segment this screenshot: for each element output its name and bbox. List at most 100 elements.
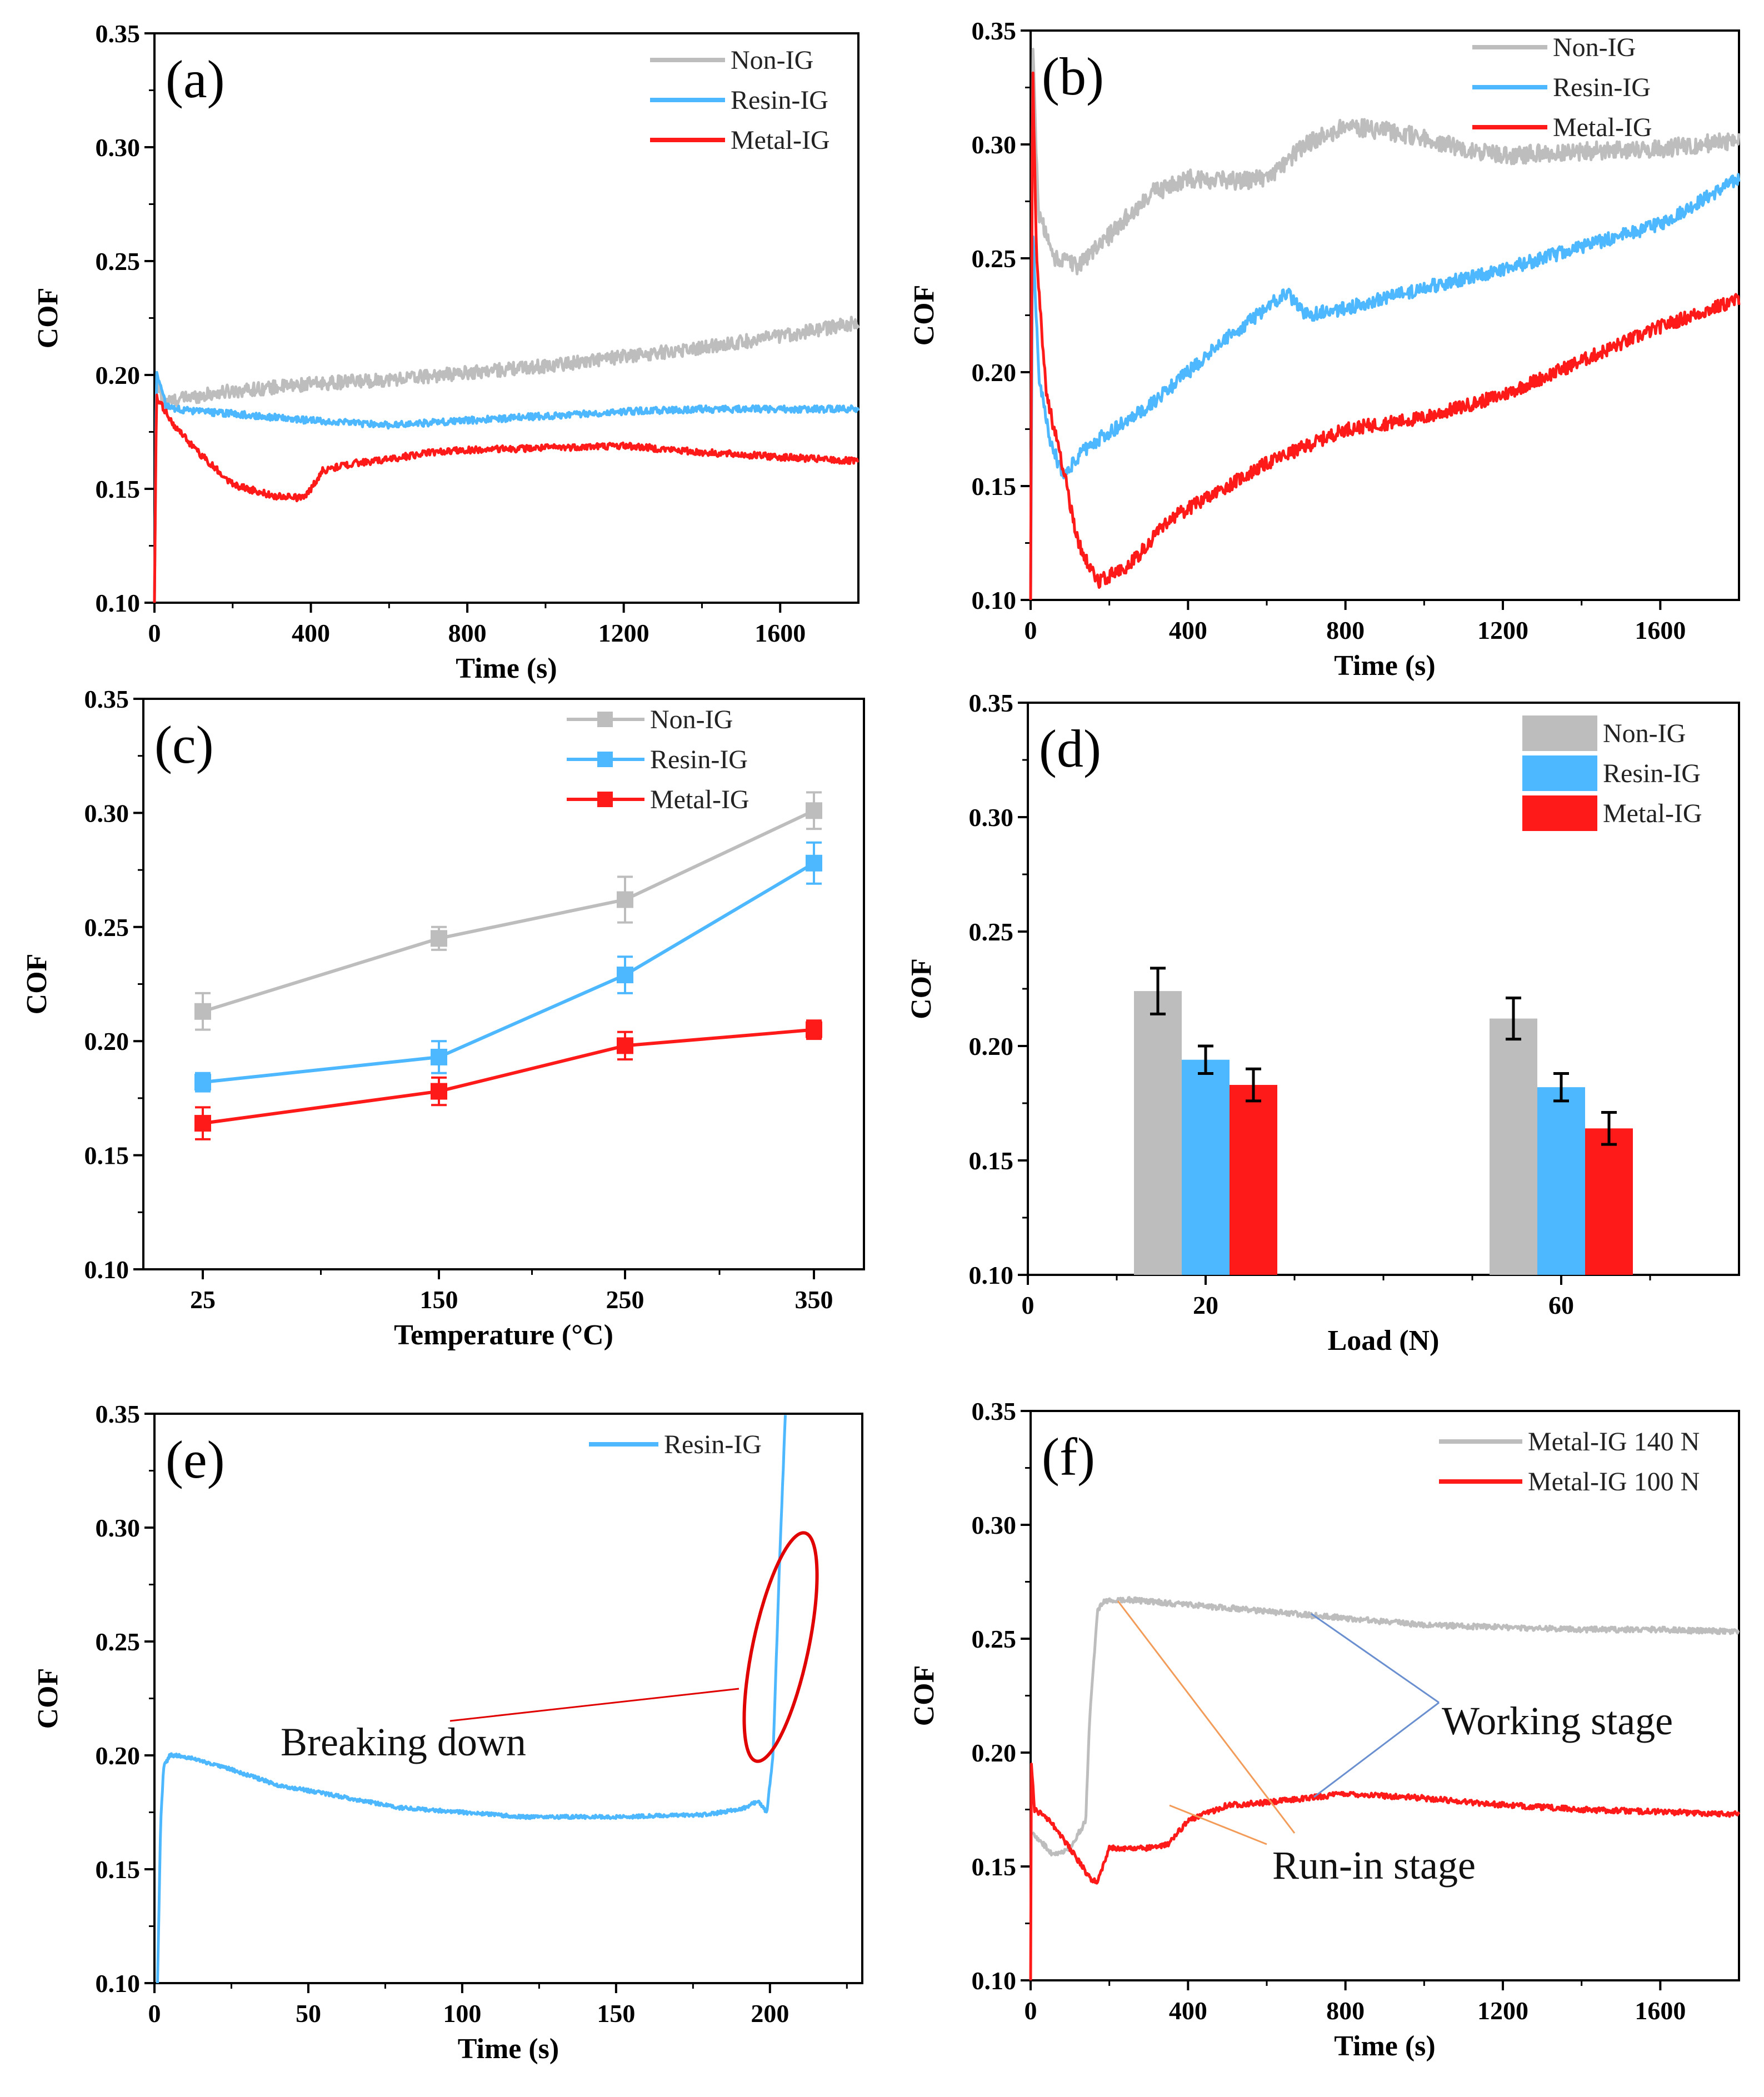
x-tick-label: 400 bbox=[292, 619, 330, 647]
series-line-non-ig bbox=[202, 809, 815, 1013]
breakdown-ellipse bbox=[742, 1531, 819, 1763]
x-tick-label: 250 bbox=[606, 1285, 644, 1314]
series-line-resin-ig bbox=[153, 371, 860, 603]
y-tick-label: 0.35 bbox=[84, 685, 129, 713]
series-line-resin-ig bbox=[202, 862, 815, 1084]
legend-marker bbox=[597, 792, 613, 807]
y-tick-label: 0.10 bbox=[96, 589, 141, 617]
series-line-non-ig bbox=[1029, 48, 1741, 600]
legend-label: Non-IG bbox=[1553, 33, 1636, 62]
x-tick-label: 1200 bbox=[598, 619, 649, 647]
x-tick-label: 60 bbox=[1548, 1291, 1574, 1319]
legend-label: Metal-IG bbox=[650, 785, 749, 814]
legend-label: Resin-IG bbox=[664, 1430, 762, 1459]
bar-resin-ig bbox=[1182, 1059, 1230, 1275]
y-tick-label: 0.35 bbox=[969, 689, 1014, 717]
y-tick-label: 0.25 bbox=[972, 244, 1017, 273]
x-tick-label: 400 bbox=[1169, 1996, 1207, 2025]
x-axis-title: Temperature (°C) bbox=[394, 1319, 613, 1351]
legend-label: Metal-IG bbox=[1603, 799, 1702, 828]
legend-label: Metal-IG bbox=[1553, 113, 1652, 142]
plot-frame bbox=[153, 32, 859, 604]
series-line-metal-ig-100-n bbox=[1029, 1763, 1741, 1981]
panel-letter: (a) bbox=[166, 49, 225, 109]
series-line-metal-ig bbox=[1029, 71, 1741, 600]
data-point-resin-ig bbox=[431, 1048, 447, 1065]
series-line-non-ig bbox=[153, 316, 860, 603]
panel-letter: (d) bbox=[1039, 719, 1101, 778]
legend-label: Non-IG bbox=[1603, 719, 1686, 748]
data-point-metal-ig bbox=[431, 1083, 447, 1100]
panel-letter: (c) bbox=[154, 715, 214, 774]
data-point-metal-ig bbox=[806, 1021, 822, 1038]
x-tick-label: 800 bbox=[448, 619, 487, 647]
y-axis-title: COF bbox=[32, 1668, 64, 1729]
legend-label: Resin-IG bbox=[1603, 759, 1701, 788]
panel-c: 0.10 0.15 0.20 0.25 0.30 0.35 25 150 250 350 Tempe… bbox=[21, 685, 865, 1351]
annotation-run-in-stage: Run-in stage bbox=[1272, 1843, 1476, 1888]
panel-f: 0.10 0.15 0.20 0.25 0.30 0.35 0 400 800 1200 1600 T… bbox=[908, 1397, 1741, 2062]
annotation-breaking-down: Breaking down bbox=[281, 1720, 526, 1764]
y-tick-label: 0.30 bbox=[972, 1511, 1017, 1539]
y-axis-title: COF bbox=[32, 288, 64, 349]
x-tick-label: 25 bbox=[190, 1285, 216, 1314]
x-tick-label: 0 bbox=[148, 1999, 161, 2028]
data-point-non-ig bbox=[194, 1003, 211, 1020]
y-tick-label: 0.15 bbox=[84, 1142, 129, 1170]
plot-frame bbox=[142, 698, 865, 1270]
y-tick-label: 0.20 bbox=[972, 358, 1017, 387]
legend-swatch bbox=[1522, 795, 1597, 831]
x-axis-title: Time (s) bbox=[1334, 650, 1435, 682]
y-axis-title: COF bbox=[908, 285, 940, 346]
data-point-resin-ig bbox=[194, 1074, 211, 1091]
legend-label: Non-IG bbox=[650, 705, 733, 734]
x-axis-title: Time (s) bbox=[458, 2033, 559, 2065]
x-axis-title: Time (s) bbox=[456, 653, 557, 684]
y-tick-label: 0.20 bbox=[96, 361, 141, 389]
panel-e: 0.10 0.15 0.20 0.25 0.30 0.35 0 50 100 150 200 Time… bbox=[32, 1400, 863, 2065]
y-tick-label: 0.10 bbox=[84, 1255, 129, 1284]
y-tick-label: 0.25 bbox=[972, 1625, 1017, 1653]
data-point-resin-ig bbox=[617, 967, 633, 984]
x-tick-label: 0 bbox=[1025, 616, 1037, 644]
y-tick-label: 0.25 bbox=[96, 1628, 141, 1656]
x-tick-label: 800 bbox=[1326, 616, 1365, 644]
x-tick-label: 1600 bbox=[1635, 1996, 1686, 2025]
working-stage-leader bbox=[1313, 1701, 1440, 1798]
data-point-non-ig bbox=[431, 930, 447, 947]
y-tick-label: 0.25 bbox=[969, 918, 1014, 946]
bar-metal-ig bbox=[1230, 1085, 1277, 1275]
y-tick-label: 0.15 bbox=[96, 475, 141, 503]
panel-b: 0.10 0.15 0.20 0.25 0.30 0.35 0 400 800 1200 1600 T… bbox=[908, 17, 1741, 682]
bar-non-ig bbox=[1134, 991, 1182, 1275]
legend-marker bbox=[597, 712, 613, 727]
x-tick-label: 1200 bbox=[1477, 616, 1528, 644]
series-line-resin-ig bbox=[156, 1415, 787, 1984]
y-tick-label: 0.20 bbox=[972, 1739, 1017, 1767]
x-tick-label: 20 bbox=[1193, 1291, 1218, 1319]
y-tick-label: 0.25 bbox=[96, 247, 141, 276]
y-tick-label: 0.35 bbox=[96, 19, 141, 48]
x-tick-label: 0 bbox=[1025, 1996, 1037, 2025]
data-point-non-ig bbox=[806, 802, 822, 819]
y-tick-label: 0.10 bbox=[972, 586, 1017, 614]
y-tick-label: 0.20 bbox=[84, 1027, 129, 1055]
series-line-metal-ig bbox=[202, 1028, 814, 1125]
x-tick-label: 400 bbox=[1169, 616, 1207, 644]
bar-metal-ig bbox=[1585, 1128, 1633, 1275]
legend-label: Resin-IG bbox=[731, 86, 828, 115]
x-tick-label: 1600 bbox=[1635, 616, 1686, 644]
legend-swatch bbox=[1522, 755, 1597, 791]
legend-swatch bbox=[1522, 715, 1597, 751]
panel-letter: (f) bbox=[1042, 1427, 1095, 1487]
x-axis-title: Load (N) bbox=[1328, 1325, 1440, 1357]
y-tick-label: 0.35 bbox=[972, 17, 1017, 45]
y-tick-label: 0.10 bbox=[969, 1261, 1014, 1289]
x-tick-label: 1200 bbox=[1477, 1996, 1528, 2025]
legend-label: Resin-IG bbox=[1553, 73, 1651, 102]
working-stage-leader bbox=[1311, 1613, 1440, 1704]
plot-frame bbox=[153, 1413, 863, 1984]
x-tick-label: 150 bbox=[597, 1999, 635, 2028]
y-tick-label: 0.25 bbox=[84, 913, 129, 942]
